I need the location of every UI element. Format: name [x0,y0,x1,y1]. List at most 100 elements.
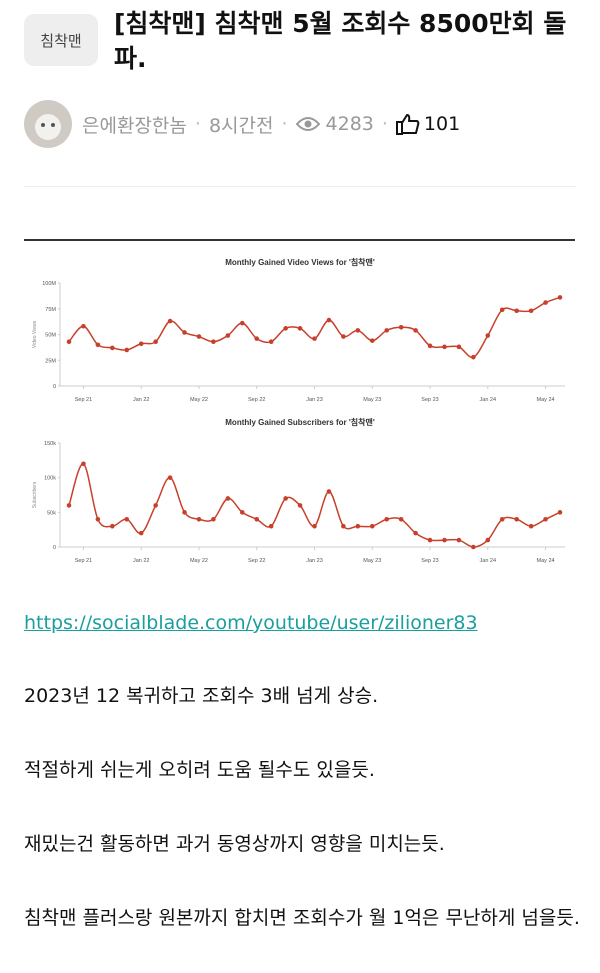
data-point [153,503,158,508]
avatar[interactable] [24,100,72,148]
data-point [138,530,144,536]
data-point [341,334,346,339]
y-axis-label: Subscribers [32,481,38,508]
data-point [182,330,187,335]
link[interactable]: https://socialblade.com/youtube/user/zil… [24,612,478,634]
x-tick-label: Jan 24 [480,558,497,564]
data-point [110,523,115,529]
chart-title: Monthly Gained Video Views for '침착맨' [225,257,375,267]
data-point [283,326,288,331]
data-point [413,328,418,333]
data-point [456,344,462,350]
x-tick-label: Jan 22 [133,397,150,403]
data-point [326,317,332,323]
chart-title: Monthly Gained Subscribers for '침착맨' [225,417,375,427]
x-tick-label: May 22 [190,558,208,564]
x-tick-label: Sep 23 [421,558,438,564]
data-point [225,333,231,338]
x-tick-label: May 22 [190,397,208,403]
data-point [456,537,462,543]
data-point [254,336,260,341]
data-point [196,516,202,522]
data-point [471,354,476,360]
data-point [124,516,130,522]
paragraph: 재밌는건 활동하면 과거 동영상까지 영향을 미치는듯. [24,833,445,855]
data-point [543,300,548,305]
x-tick-label: Sep 21 [75,558,92,564]
data-point [528,308,534,314]
data-point [384,328,390,333]
data-point [471,544,476,550]
x-tick-label: Sep 22 [248,558,265,564]
data-point [167,318,173,324]
like-count[interactable]: 101 [423,113,461,135]
paragraph: 2023년 12 복귀하고 조회수 3배 넘게 상승. [24,685,379,707]
x-tick-label: May 24 [537,397,555,403]
data-point [283,496,288,501]
data-point [225,496,231,501]
data-point [95,342,101,348]
view-count: 4283 [325,113,374,135]
post-title: [침착맨] 침착맨 5월 조회수 8500만회 돌파. [114,9,567,73]
y-tick-label: 50k [47,510,56,516]
data-point [138,341,144,347]
data-point [110,345,115,351]
data-point [341,523,346,529]
data-point [427,537,433,543]
like-icon[interactable] [395,113,420,135]
data-point [528,523,534,529]
data-point [485,537,491,543]
data-point [369,338,375,343]
data-point [326,489,332,494]
separator: · [381,113,388,135]
x-tick-label: Sep 23 [421,397,438,403]
separator: · [281,113,288,135]
data-point [384,516,390,522]
data-point [499,307,505,313]
data-line [68,296,561,359]
data-point [369,523,375,529]
data-point [413,530,418,536]
data-point [239,320,245,326]
data-point [196,334,202,339]
y-axis-label: Video Views [32,320,38,348]
data-point [182,510,187,515]
data-point [95,516,101,522]
y-tick-label: 100M [42,281,56,287]
data-point [398,516,404,522]
chart-image: Monthly Gained Video Views for '침착맨' Vide… [24,239,575,564]
author[interactable]: 은에환장한놈 [82,114,187,137]
y-tick-label: 0 [53,384,56,390]
data-point [355,328,361,333]
x-tick-label: Jan 22 [133,558,150,564]
data-point [254,516,260,522]
data-point [398,324,404,330]
data-point [557,510,563,515]
data-point [427,343,433,349]
post-meta: 은에환장한놈 · 8시간전 · 4283 · 101 [24,98,460,150]
data-point [355,523,361,529]
x-tick-label: May 24 [537,558,555,564]
data-point [268,523,274,529]
eye-icon [295,117,320,131]
paragraph: 침착맨 플러스랑 원본까지 합치면 조회수가 월 1억은 무난하게 넘을듯. [24,907,580,929]
data-point [66,339,72,345]
y-tick-label: 100k [44,476,56,482]
y-tick-label: 75M [45,307,56,313]
data-point [499,516,505,522]
time: 8시간전 [208,114,274,137]
data-point [124,347,130,353]
data-point [66,503,72,508]
data-point [557,295,563,300]
separator: · [194,113,201,135]
data-point [442,344,447,350]
data-point [211,339,216,345]
x-tick-label: Sep 21 [75,397,92,403]
category-tag[interactable]: 침착맨 [24,14,98,66]
x-tick-label: Jan 24 [480,397,497,403]
y-tick-label: 25M [45,358,56,364]
data-point [514,516,519,522]
y-tick-label: 50M [45,333,56,339]
data-point [543,516,548,522]
x-tick-label: Sep 22 [248,397,265,403]
